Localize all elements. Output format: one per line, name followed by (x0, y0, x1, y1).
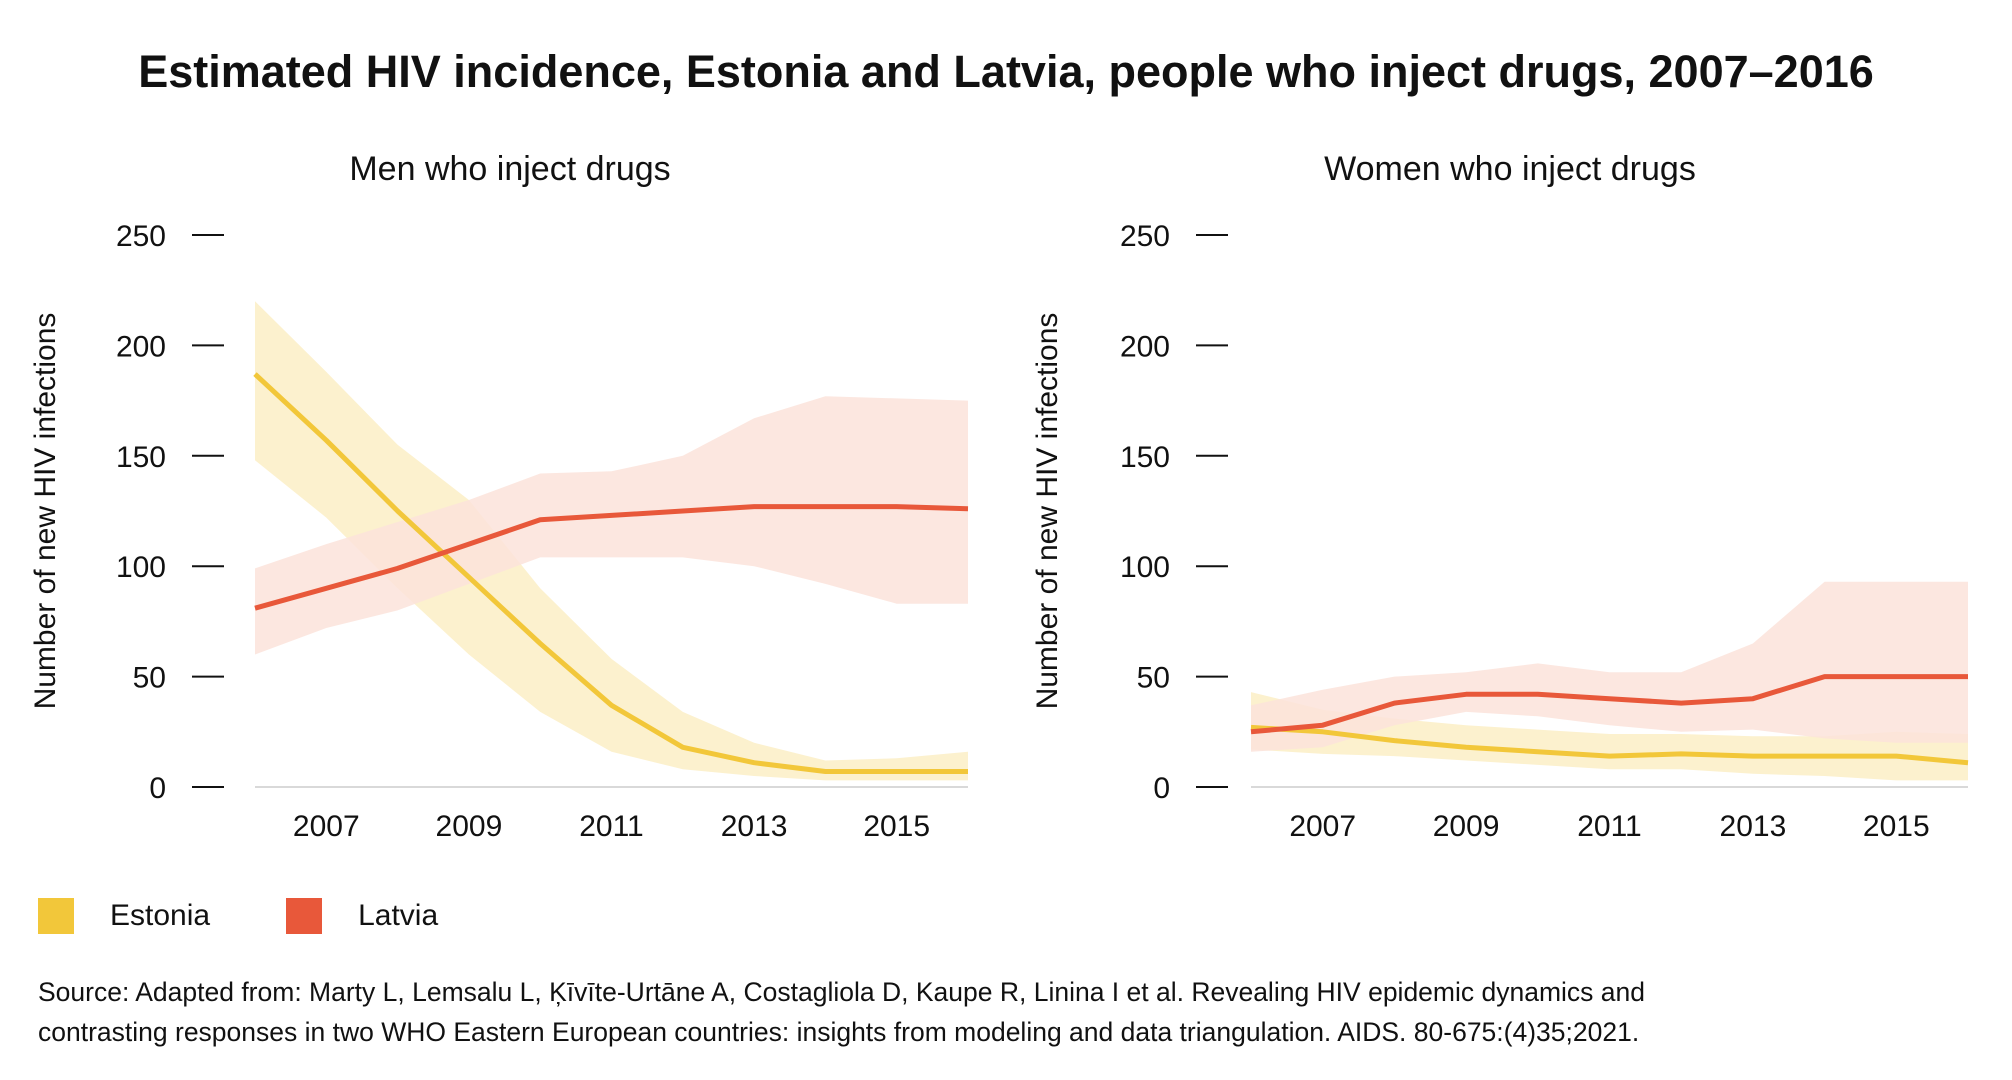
y-axis-label: Number of new HIV infections (29, 313, 62, 710)
x-tick-label: 2007 (293, 810, 360, 843)
y-tick-label: 0 (1153, 772, 1170, 805)
legend-swatch-estonia (38, 898, 74, 934)
series-line-estonia (253, 372, 968, 774)
x-tick-label: 2009 (436, 810, 503, 843)
chart-title: Men who inject drugs (349, 150, 670, 188)
legend: Estonia Latvia (38, 898, 514, 934)
series-line-estonia (1250, 724, 1969, 766)
series-line-latvia (1250, 674, 1968, 735)
y-tick-label: 150 (1120, 441, 1170, 474)
legend-swatch-latvia (286, 898, 323, 934)
page-title: Estimated HIV incidence, Estonia and Lat… (138, 46, 1874, 97)
source-line-2: contrasting responses in two WHO Eastern… (38, 1017, 1640, 1047)
source-note: Source: Adapted from: Marty L, Lemsalu L… (38, 972, 1998, 1052)
x-tick-label: 2009 (1433, 810, 1500, 843)
y-tick-label: 100 (1120, 551, 1170, 584)
y-axis-label: Number of new HIV infections (1031, 313, 1064, 710)
confidence-band-latvia (1251, 581, 1968, 752)
y-tick-label: 50 (1137, 662, 1170, 695)
y-tick-label: 100 (116, 551, 166, 584)
y-tick-label: 250 (116, 220, 166, 253)
x-tick-label: 2007 (1289, 810, 1356, 843)
confidence-band-latvia (255, 396, 968, 655)
chart-panel-women: Women who inject drugs Number of new HIV … (1031, 150, 1969, 843)
chart-panel-men: Men who inject drugs Number of new HIV in… (29, 150, 969, 843)
y-tick-label: 200 (1120, 330, 1170, 363)
y-tick-label: 50 (133, 662, 166, 695)
x-tick-label: 2011 (1577, 810, 1642, 843)
legend-item-estonia: Estonia (38, 898, 210, 934)
source-line-1: Source: Adapted from: Marty L, Lemsalu L… (38, 977, 1646, 1007)
y-tick-label: 150 (116, 441, 166, 474)
x-tick-label: 2015 (1863, 810, 1930, 843)
y-tick-label: 0 (149, 772, 166, 805)
chart-title: Women who inject drugs (1324, 150, 1696, 188)
x-tick-label: 2011 (579, 810, 644, 843)
y-tick-label: 200 (116, 330, 166, 363)
legend-item-latvia: Latvia (286, 898, 438, 934)
x-tick-label: 2013 (721, 810, 788, 843)
x-tick-label: 2013 (1720, 810, 1787, 843)
series-line-latvia (254, 504, 969, 611)
legend-label-latvia: Latvia (358, 899, 439, 932)
y-tick-label: 250 (1120, 220, 1170, 253)
x-tick-label: 2015 (863, 810, 930, 843)
legend-label-estonia: Estonia (110, 899, 211, 932)
